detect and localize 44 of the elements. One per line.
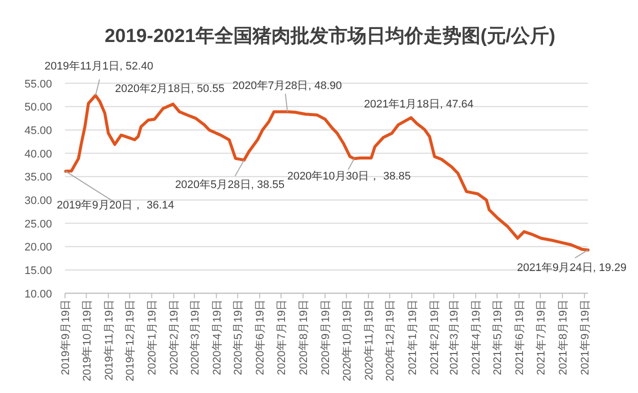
annotation: 2021年1月18日, 47.64 bbox=[364, 98, 474, 111]
y-tick-label: 45.00 bbox=[24, 124, 52, 137]
x-tick-label: 2021年8月19日 bbox=[557, 299, 570, 376]
x-tick-label: 2021年2月19日 bbox=[428, 299, 441, 376]
y-tick-label: 15.00 bbox=[24, 264, 52, 277]
x-tick-label: 2021年3月19日 bbox=[448, 299, 461, 376]
x-tick-label: 2019年9月19日 bbox=[60, 299, 72, 376]
y-tick-label: 50.00 bbox=[24, 102, 52, 114]
x-tick-label: 2020年3月19日 bbox=[189, 299, 202, 376]
annotation: 2020年10月30日， 38.85 bbox=[287, 170, 411, 183]
annotation: 2019年9月20日， 36.14 bbox=[56, 199, 174, 212]
annotation: 2021年9月24日, 19.29 bbox=[517, 262, 626, 274]
x-tick-label: 2020年4月19日 bbox=[211, 299, 224, 376]
x-tick-label: 2020年5月19日 bbox=[232, 299, 245, 376]
x-tick-label: 2020年8月19日 bbox=[298, 299, 310, 376]
x-tick-label: 2021年7月19日 bbox=[535, 299, 548, 376]
y-tick-label: 40.00 bbox=[24, 148, 52, 160]
x-tick-label: 2020年7月19日 bbox=[276, 299, 288, 376]
x-tick-label: 2020年1月19日 bbox=[146, 299, 159, 376]
y-tick-label: 55.00 bbox=[24, 78, 52, 90]
annotation: 2020年7月28日, 48.90 bbox=[232, 80, 342, 92]
annotation: 2019年11月1日, 52.40 bbox=[44, 60, 154, 72]
y-tick-label: 20.00 bbox=[24, 242, 52, 254]
x-tick-label: 2020年6月19日 bbox=[254, 299, 267, 376]
x-tick-label: 2021年9月19日 bbox=[579, 299, 592, 376]
x-tick-label: 2021年6月19日 bbox=[514, 299, 526, 376]
x-tick-label: 2019年12月19日 bbox=[124, 299, 137, 382]
x-tick-label: 2019年11月19日 bbox=[103, 299, 116, 380]
x-tick-label: 2020年10月19日 bbox=[341, 299, 354, 382]
annotation: 2020年2月18日, 50.55 bbox=[115, 83, 224, 96]
y-tick-label: 30.00 bbox=[24, 194, 52, 207]
x-tick-label: 2019年10月19日 bbox=[81, 299, 94, 382]
x-tick-label: 2020年11月19日 bbox=[363, 299, 376, 380]
x-tick-label: 2021年4月19日 bbox=[470, 299, 483, 376]
chart-title: 2019-2021年全国猪肉批发市场日均价走势图(元/公斤) bbox=[104, 25, 556, 47]
x-tick-label: 2020年9月19日 bbox=[320, 299, 332, 376]
y-tick-label: 10.00 bbox=[24, 288, 52, 300]
x-tick-label: 2020年12月19日 bbox=[384, 299, 397, 382]
x-tick-label: 2021年5月19日 bbox=[492, 299, 504, 376]
x-tick-label: 2021年1月19日 bbox=[406, 299, 419, 376]
x-tick-label: 2020年2月19日 bbox=[168, 299, 181, 376]
y-tick-label: 25.00 bbox=[24, 218, 52, 230]
annotation: 2020年5月28日, 38.55 bbox=[175, 179, 285, 192]
y-tick-label: 35.00 bbox=[24, 172, 52, 184]
